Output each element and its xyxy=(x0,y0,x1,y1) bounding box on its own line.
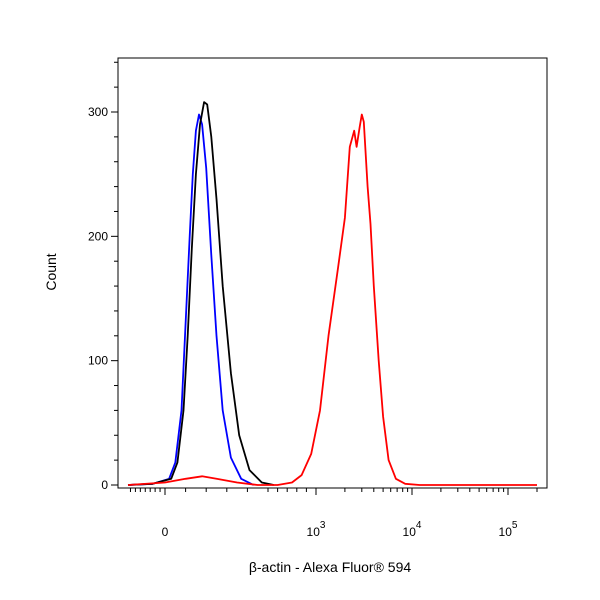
x-tick-label: 103 xyxy=(307,520,326,539)
histogram-series xyxy=(127,101,537,486)
histogram-series-1 xyxy=(127,113,255,486)
histogram-series-2 xyxy=(127,101,274,486)
tick-labels: 0 100 200 300 0 103 104 105 xyxy=(88,105,518,539)
x-tick-label: 105 xyxy=(499,520,518,539)
histogram-series-3 xyxy=(127,113,537,486)
y-tick-label: 0 xyxy=(101,478,108,492)
y-tick-label: 200 xyxy=(88,229,108,243)
y-tick-label: 100 xyxy=(88,354,108,368)
plot-frame xyxy=(117,57,548,489)
x-tick-label: 0 xyxy=(162,525,169,539)
axis-ticks xyxy=(111,61,538,495)
y-axis-title: Count xyxy=(43,253,59,290)
x-tick-label: 104 xyxy=(403,520,422,539)
y-tick-label: 300 xyxy=(88,105,108,119)
x-axis-title: β-actin - Alexa Fluor® 594 xyxy=(249,559,412,575)
